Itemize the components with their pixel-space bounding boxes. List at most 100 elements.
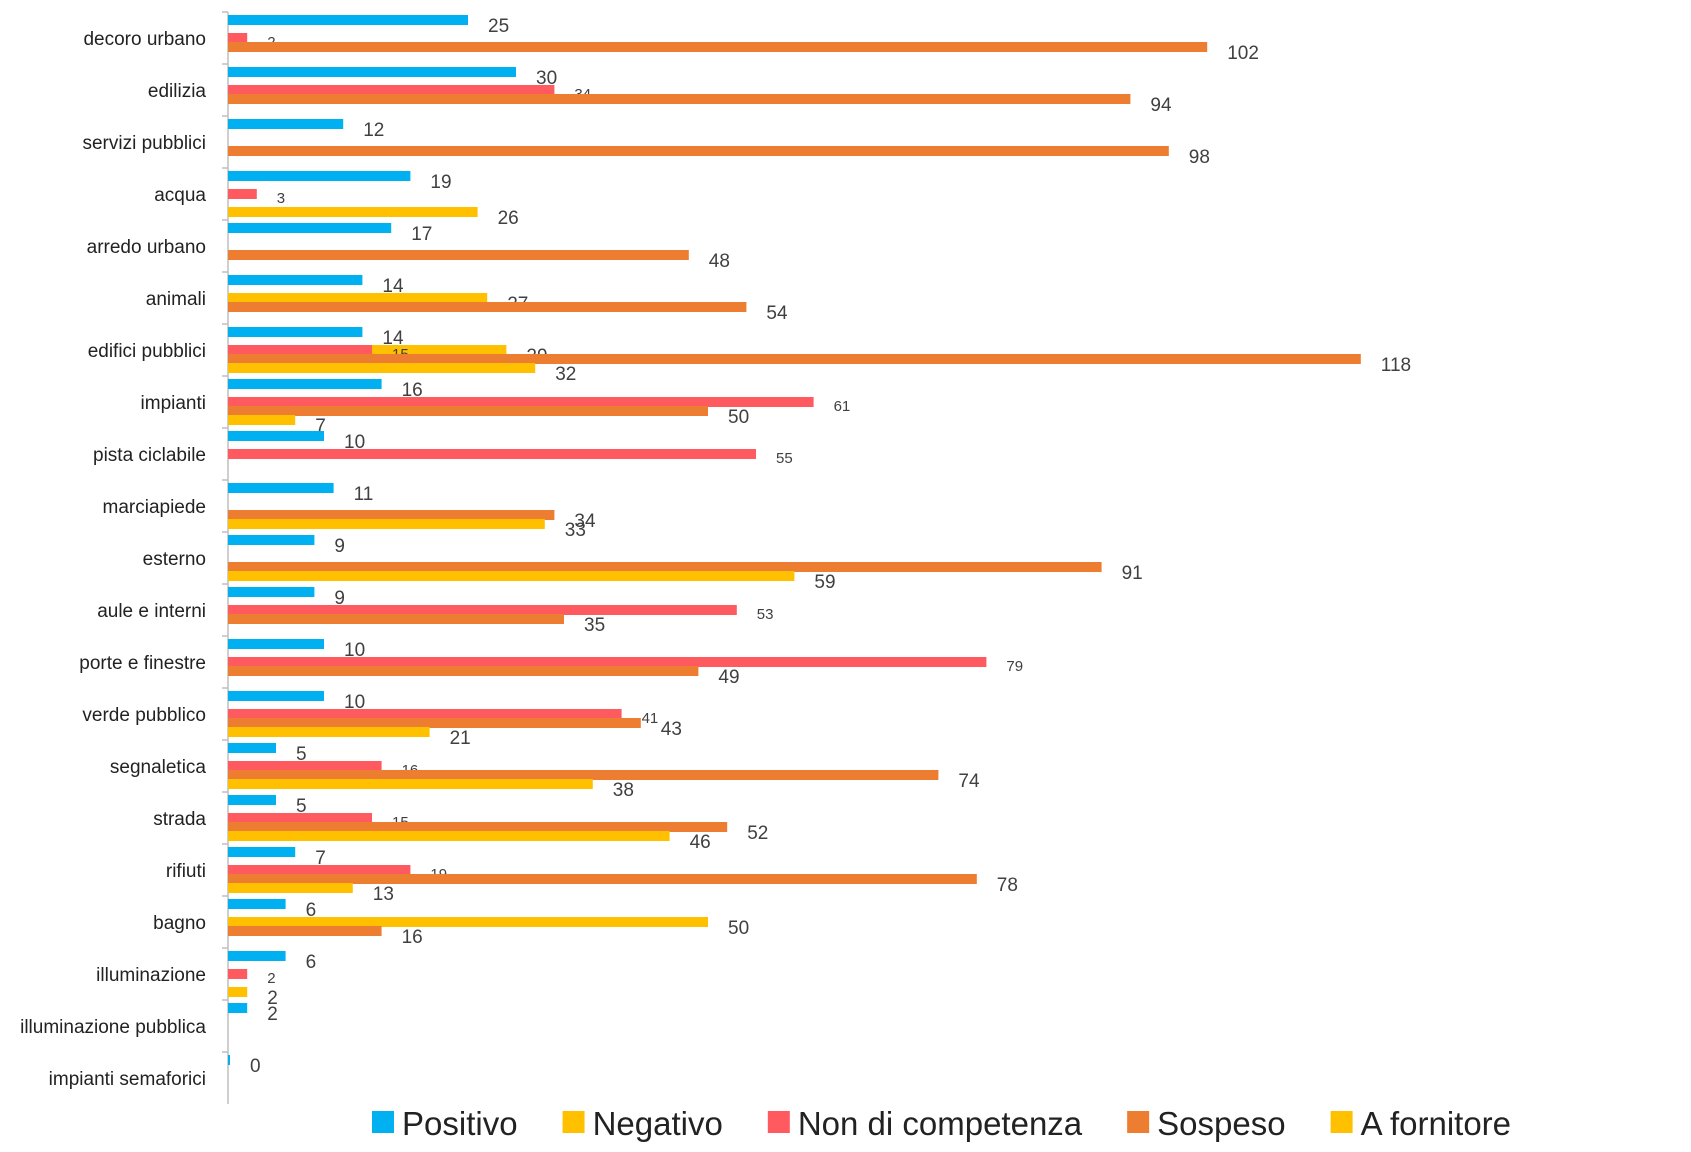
legend-label: Non di competenza [798, 1105, 1083, 1142]
data-label: 10 [344, 640, 365, 661]
data-label: 13 [373, 884, 394, 905]
data-label: 25 [488, 16, 509, 37]
category-label: illuminazione [96, 965, 206, 986]
bar-non-di-competenza [228, 865, 411, 875]
bar-positivo [228, 431, 324, 441]
bar-sospeso [228, 354, 1361, 364]
legend-label: Sospeso [1157, 1105, 1285, 1142]
bar-positivo [228, 691, 324, 701]
data-label: 91 [1122, 563, 1143, 584]
data-label: 32 [555, 364, 576, 385]
data-label: 78 [997, 875, 1018, 896]
data-label: 50 [728, 918, 749, 939]
bar-sospeso [228, 406, 708, 416]
legend-item: Negativo [562, 1105, 723, 1142]
bar-positivo [228, 1055, 230, 1065]
bar-positivo [228, 899, 286, 909]
category-label: verde pubblico [82, 705, 206, 726]
bar-non-di-competenza [228, 813, 372, 823]
bar-sospeso [228, 250, 689, 260]
bar-non-di-competenza [228, 85, 555, 95]
legend-item: Positivo [372, 1105, 518, 1142]
data-label: 74 [958, 771, 980, 792]
category-label: rifiuti [166, 861, 206, 882]
data-label: 19 [430, 172, 451, 193]
data-label: 0 [250, 1056, 261, 1077]
bar-positivo [228, 795, 276, 805]
data-label: 34 [574, 511, 596, 532]
data-label: 16 [402, 927, 423, 948]
data-label: 26 [498, 208, 519, 229]
category-label: animali [146, 289, 206, 310]
bar-positivo [228, 223, 392, 233]
data-label: 14 [382, 276, 404, 297]
data-label: 61 [834, 398, 851, 415]
bar-a-fornitore [228, 571, 795, 581]
data-label: 48 [709, 251, 730, 272]
data-label: 53 [757, 606, 774, 623]
data-label: 17 [411, 224, 432, 245]
bar-non-di-competenza [228, 605, 737, 615]
category-label: porte e finestre [79, 653, 206, 674]
bar-sospeso [228, 666, 699, 676]
data-label: 54 [766, 303, 788, 324]
bar-positivo [228, 951, 286, 961]
data-label: 10 [344, 692, 365, 713]
data-label: 118 [1381, 355, 1411, 376]
category-label: arredo urbano [87, 237, 206, 258]
category-label: bagno [153, 913, 206, 934]
data-label: 12 [363, 120, 384, 141]
data-label: 59 [814, 572, 835, 593]
data-label: 10 [344, 432, 365, 453]
bar-sospeso [228, 42, 1208, 52]
category-label: impianti [141, 393, 206, 414]
legend-swatch [767, 1111, 790, 1133]
legend-label: A fornitore [1361, 1105, 1511, 1142]
data-label: 46 [690, 832, 711, 853]
bar-positivo [228, 119, 344, 129]
category-label: strada [153, 809, 206, 830]
bar-a-fornitore [228, 883, 353, 893]
legend-item: Non di competenza [767, 1105, 1083, 1142]
data-label: 55 [776, 450, 793, 467]
data-label: 3 [277, 190, 285, 207]
bar-a-fornitore [228, 727, 430, 737]
legend-swatch [1127, 1111, 1150, 1133]
bar-non-di-competenza [228, 33, 248, 43]
legend-label: Negativo [593, 1105, 723, 1142]
legend-swatch [372, 1111, 394, 1133]
data-label: 2 [267, 970, 275, 987]
bar-sospeso [228, 874, 977, 884]
data-label: 41 [642, 710, 659, 727]
data-label: 43 [661, 719, 682, 740]
category-label: illuminazione pubblica [20, 1017, 206, 1038]
data-label: 16 [402, 380, 423, 401]
bar-non-di-competenza [228, 345, 372, 355]
bar-a-fornitore [228, 363, 536, 373]
bar-non-di-competenza [228, 969, 248, 979]
bar-a-fornitore [228, 415, 296, 425]
bar-a-fornitore [228, 831, 670, 841]
category-label: marciapiede [103, 497, 207, 518]
category-label: aule e interni [97, 601, 206, 622]
data-label: 11 [354, 484, 374, 505]
data-label: 9 [334, 588, 345, 609]
bar-sospeso [228, 302, 747, 312]
data-label: 21 [450, 728, 471, 749]
category-label: edifici pubblici [88, 341, 206, 362]
bar-sospeso [228, 822, 728, 832]
data-label: 5 [296, 744, 307, 765]
bar-positivo [228, 1003, 248, 1013]
data-label: 2 [267, 1004, 278, 1025]
legend-swatch [1330, 1111, 1353, 1133]
data-label: 6 [306, 900, 317, 921]
bar-non-di-competenza [228, 449, 756, 459]
bar-positivo [228, 847, 296, 857]
bar-positivo [228, 15, 468, 25]
bar-positivo [228, 535, 315, 545]
category-label: decoro urbano [83, 29, 206, 50]
bar-non-di-competenza [228, 657, 987, 667]
legend-item: Sospeso [1127, 1105, 1286, 1142]
